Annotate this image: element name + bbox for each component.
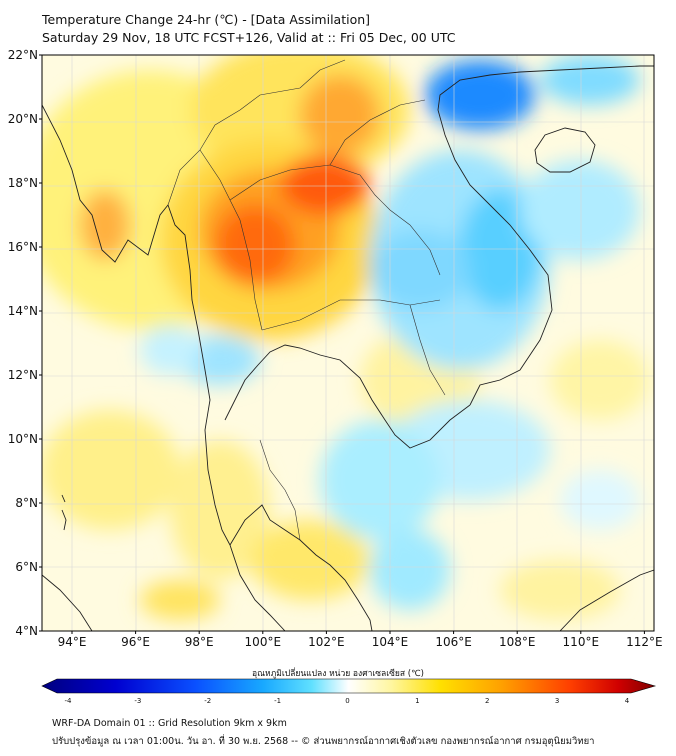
colorbar-ramp bbox=[41, 678, 657, 694]
lat-label: 12°N bbox=[8, 368, 38, 382]
footer-credit: ปรับปรุงข้อมูล ณ เวลา 01:00น. วัน อา. ที… bbox=[52, 736, 595, 747]
lon-label: 102°E bbox=[308, 635, 345, 649]
graticule bbox=[42, 55, 654, 631]
colorbar-tick-label: 1 bbox=[415, 697, 419, 705]
lat-label: 14°N bbox=[8, 304, 38, 318]
temperature-field bbox=[42, 55, 654, 631]
lat-label: 20°N bbox=[8, 112, 38, 126]
colorbar-tick-label: -3 bbox=[134, 697, 141, 705]
lon-label: 96°E bbox=[121, 635, 150, 649]
lon-label: 98°E bbox=[185, 635, 214, 649]
colorbar-ticks: -4 -3 -2 -1 0 1 2 3 4 bbox=[65, 697, 630, 705]
lat-label: 8°N bbox=[15, 496, 38, 510]
colorbar-tick-label: -2 bbox=[204, 697, 211, 705]
colorbar-tick-label: 4 bbox=[625, 697, 630, 705]
lon-label: 106°E bbox=[435, 635, 472, 649]
lat-label: 16°N bbox=[8, 240, 38, 254]
lat-label: 10°N bbox=[8, 432, 38, 446]
lon-label: 100°E bbox=[245, 635, 282, 649]
map-subtitle: Saturday 29 Nov, 18 UTC FCST+126, Valid … bbox=[42, 30, 456, 45]
lat-label: 22°N bbox=[8, 48, 38, 62]
colorbar-tick-label: 0 bbox=[345, 697, 349, 705]
colorbar-tick-label: -1 bbox=[274, 697, 281, 705]
lon-label: 94°E bbox=[58, 635, 87, 649]
lat-label: 18°N bbox=[8, 176, 38, 190]
country-borders bbox=[167, 59, 446, 541]
colorbar-title: อุณหภูมิเปลี่ยนแปลง หน่วย องศาเซลเซียส (… bbox=[252, 669, 424, 679]
coastlines bbox=[42, 65, 654, 631]
lon-label: 104°E bbox=[372, 635, 409, 649]
colorbar-tick-label: 3 bbox=[555, 697, 559, 705]
colorbar-tick-label: 2 bbox=[485, 697, 489, 705]
longitude-labels: 94°E 96°E 98°E 100°E 102°E 104°E 106°E 108°E 110… bbox=[58, 631, 663, 649]
lon-label: 110°E bbox=[563, 635, 600, 649]
colorbar-tick-label: -4 bbox=[65, 697, 73, 705]
lon-label: 108°E bbox=[499, 635, 536, 649]
latitude-labels: 22°N 20°N 18°N 16°N 14°N 12°N 10°N 8°N 6°N 4°N bbox=[8, 48, 42, 638]
map-title: Temperature Change 24-hr (℃) - [Data Ass… bbox=[42, 12, 371, 27]
map-frame bbox=[41, 54, 655, 632]
colorbar: -4 -3 -2 -1 0 1 2 3 4 bbox=[41, 678, 657, 705]
lon-label: 112°E bbox=[626, 635, 663, 649]
lat-label: 4°N bbox=[15, 624, 38, 638]
footer-model-info: WRF-DA Domain 01 :: Grid Resolution 9km … bbox=[52, 718, 287, 729]
lat-label: 6°N bbox=[15, 560, 38, 574]
